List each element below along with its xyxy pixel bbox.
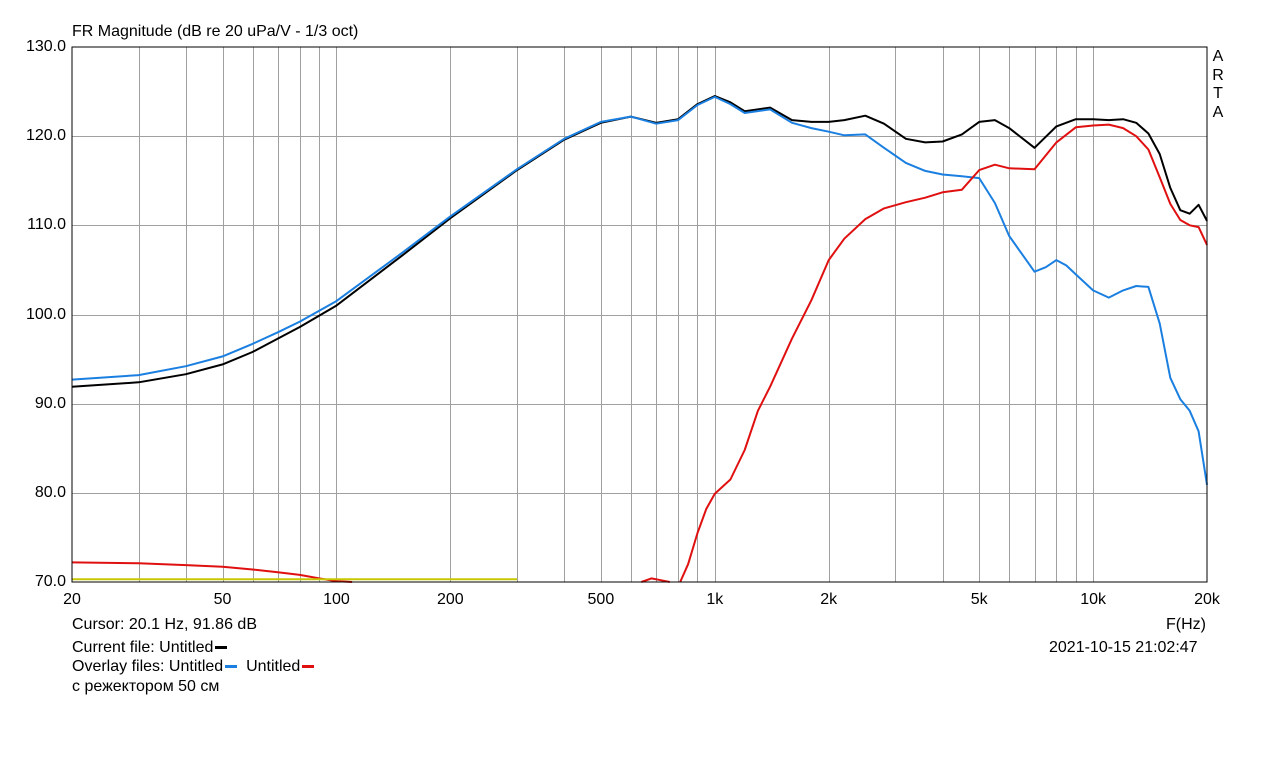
chart-title: FR Magnitude (dB re 20 uPa/V - 1/3 oct) [72, 23, 359, 40]
current-file-label: Current file: Untitled [72, 639, 228, 657]
series-line-1 [71, 95, 1208, 485]
x-tick-label: 20 [63, 591, 81, 608]
x-tick-label: 100 [323, 591, 350, 608]
cursor-readout: Cursor: 20.1 Hz, 91.86 dB [72, 616, 257, 633]
x-tick-label: 50 [213, 591, 232, 608]
y-tick-label: 70.0 [34, 573, 66, 590]
x-tick-label: 200 [436, 591, 464, 608]
current-file-text: Current file: Untitled [72, 639, 214, 656]
arta-watermark: A R T A [1211, 48, 1225, 122]
y-tick-label: 90.0 [34, 394, 66, 412]
y-tick-label: 100.0 [25, 305, 66, 323]
x-tick-label: 500 [587, 591, 615, 608]
series-layer [71, 95, 1208, 583]
grid [72, 47, 1207, 582]
x-tick-label: 5k [970, 591, 988, 608]
y-tick-label: 120.0 [25, 127, 66, 145]
y-tick-label: 110.0 [27, 216, 66, 234]
x-axis-unit-label: F(Hz) [1166, 616, 1206, 633]
watermark-letter: T [1213, 85, 1223, 102]
watermark-letter: A [1212, 103, 1224, 121]
x-tick-label: 10k [1080, 591, 1107, 608]
y-tick-label: 130.0 [25, 38, 66, 55]
current-file-swatch [215, 646, 228, 650]
overlay2-text: Untitled [246, 658, 301, 675]
series-line-3 [641, 577, 670, 583]
note-text: с режектором 50 см [72, 678, 220, 695]
overlay1-swatch [225, 665, 238, 669]
y-tick-label: 80.0 [34, 483, 66, 501]
x-tick-label: 2k [820, 591, 838, 608]
watermark-letter: R [1212, 66, 1224, 84]
series-line-4 [679, 123, 1208, 583]
overlay2-swatch [302, 665, 315, 669]
x-tick-label: 20k [1194, 591, 1220, 608]
series-line-0 [71, 95, 1208, 388]
overlay-files-text: Overlay files: Untitled [72, 658, 224, 675]
timestamp: 2021-10-15 21:02:47 [1049, 639, 1198, 656]
watermark-letter: A [1212, 48, 1224, 65]
overlay-files-label: Overlay files: Untitled Untitled [72, 658, 315, 676]
x-tick-label: 1k [706, 591, 724, 608]
plot-frame [71, 46, 1208, 583]
